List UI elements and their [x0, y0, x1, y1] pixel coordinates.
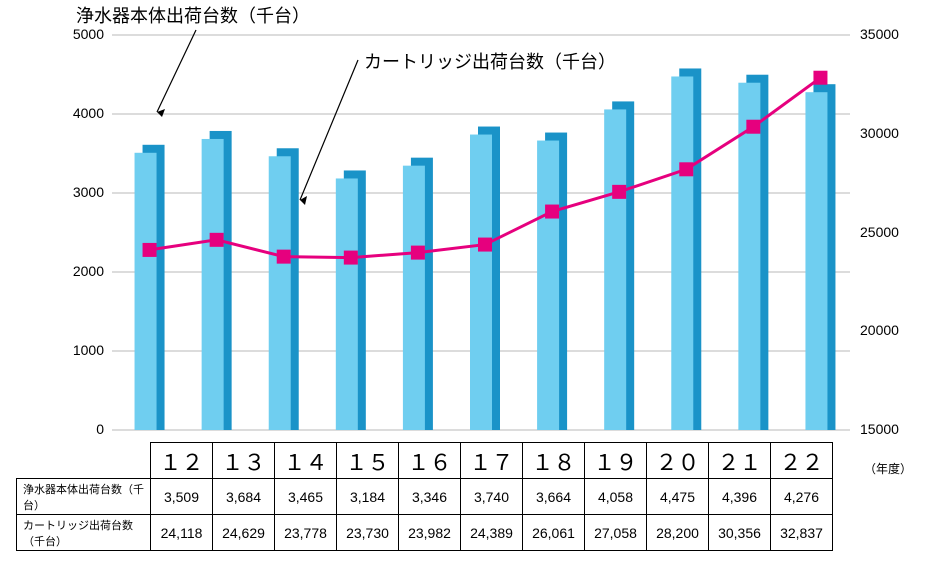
right-axis-tick: 15000	[860, 421, 920, 437]
table-cell: 4,058	[584, 478, 647, 515]
year-cell: ２１	[708, 442, 771, 479]
table-row-label: カートリッジ出荷台数（千台）	[16, 514, 151, 551]
right-axis-tick: 35000	[860, 26, 920, 42]
table-cell: 24,389	[460, 514, 523, 551]
left-axis-tick: 2000	[56, 263, 104, 279]
table-cell: 28,200	[646, 514, 709, 551]
year-cell: １４	[274, 442, 337, 479]
year-cell: １３	[212, 442, 275, 479]
year-cell: １８	[522, 442, 585, 479]
table-cell: 26,061	[522, 514, 585, 551]
table-cell: 24,118	[150, 514, 213, 551]
year-cell: ２０	[646, 442, 709, 479]
table-cell: 23,730	[336, 514, 399, 551]
table-cell: 4,396	[708, 478, 771, 515]
table-cell: 3,346	[398, 478, 461, 515]
left-axis-tick: 4000	[56, 105, 104, 121]
year-cell: １９	[584, 442, 647, 479]
year-cell: １７	[460, 442, 523, 479]
table-cell: 3,509	[150, 478, 213, 515]
table-cell: 23,778	[274, 514, 337, 551]
year-cell: １２	[150, 442, 213, 479]
table-cell: 3,465	[274, 478, 337, 515]
right-axis-tick: 30000	[860, 125, 920, 141]
year-cell: １５	[336, 442, 399, 479]
year-cell: １６	[398, 442, 461, 479]
table-cell: 3,684	[212, 478, 275, 515]
table-row-label: 浄水器本体出荷台数（千台）	[16, 478, 151, 515]
year-cell: ２２	[770, 442, 833, 479]
table-cell: 24,629	[212, 514, 275, 551]
table-cell: 30,356	[708, 514, 771, 551]
table-cell: 27,058	[584, 514, 647, 551]
table-cell: 4,475	[646, 478, 709, 515]
left-axis-tick: 3000	[56, 184, 104, 200]
right-axis-tick: 20000	[860, 322, 920, 338]
table-cell: 3,184	[336, 478, 399, 515]
left-axis-tick: 0	[56, 421, 104, 437]
table-cell: 23,982	[398, 514, 461, 551]
table-cell: 3,740	[460, 478, 523, 515]
left-axis-tick: 5000	[56, 26, 104, 42]
left-axis-tick: 1000	[56, 342, 104, 358]
right-axis-tick: 25000	[860, 224, 920, 240]
table-cell: 3,664	[522, 478, 585, 515]
table-cell: 32,837	[770, 514, 833, 551]
table-cell: 4,276	[770, 478, 833, 515]
